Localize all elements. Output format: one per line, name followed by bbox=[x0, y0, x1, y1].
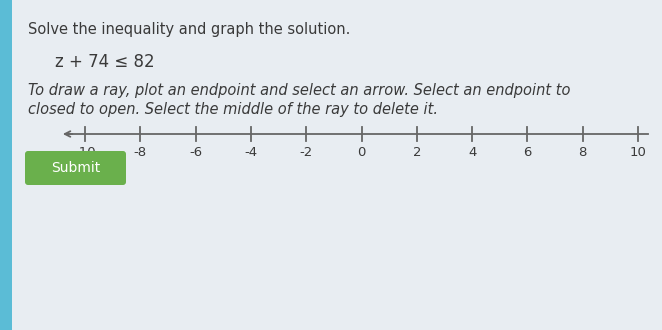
Text: -8: -8 bbox=[134, 146, 147, 159]
Bar bbox=[0, 0, 12, 330]
Text: 0: 0 bbox=[357, 146, 365, 159]
Text: -4: -4 bbox=[244, 146, 258, 159]
Text: Submit: Submit bbox=[51, 161, 100, 175]
Text: 10: 10 bbox=[630, 146, 646, 159]
FancyBboxPatch shape bbox=[25, 151, 126, 185]
Text: 4: 4 bbox=[468, 146, 476, 159]
Text: 2: 2 bbox=[412, 146, 421, 159]
Text: -6: -6 bbox=[189, 146, 202, 159]
Text: -10: -10 bbox=[74, 146, 96, 159]
Text: closed to open. Select the middle of the ray to delete it.: closed to open. Select the middle of the… bbox=[28, 102, 438, 117]
Text: 6: 6 bbox=[523, 146, 532, 159]
Text: Solve the inequality and graph the solution.: Solve the inequality and graph the solut… bbox=[28, 22, 350, 37]
Text: To draw a ray, plot an endpoint and select an arrow. Select an endpoint to: To draw a ray, plot an endpoint and sele… bbox=[28, 83, 571, 98]
Text: -2: -2 bbox=[300, 146, 313, 159]
Text: z + 74 ≤ 82: z + 74 ≤ 82 bbox=[55, 53, 155, 71]
Text: 8: 8 bbox=[579, 146, 587, 159]
FancyBboxPatch shape bbox=[12, 0, 662, 330]
